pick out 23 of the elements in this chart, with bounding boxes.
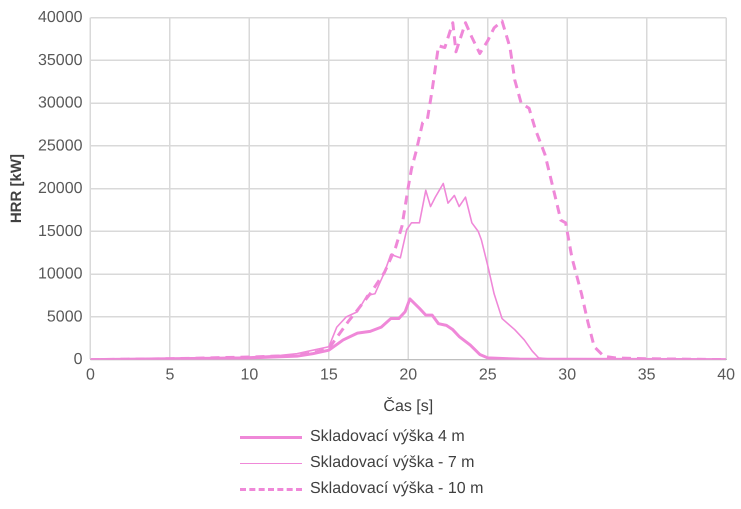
x-axis-title: Čas [s] xyxy=(383,396,434,415)
legend-label: Skladovací výška - 7 m xyxy=(310,454,474,472)
x-tick-label: 35 xyxy=(638,366,656,384)
y-tick-label: 10000 xyxy=(38,266,83,283)
y-tick-label: 5000 xyxy=(46,308,83,326)
x-tick-label: 0 xyxy=(86,366,96,384)
y-axis-title: HRR [kW] xyxy=(8,154,26,224)
x-tick-label: 20 xyxy=(399,366,418,384)
x-tick-label: 30 xyxy=(558,366,576,384)
x-tick-label: 25 xyxy=(478,366,497,384)
y-tick-label: 15000 xyxy=(38,222,83,240)
x-tick-label: 40 xyxy=(717,366,736,384)
y-tick-label: 25000 xyxy=(38,137,83,154)
y-tick-label: 0 xyxy=(74,351,83,368)
y-tick-label: 40000 xyxy=(38,9,83,26)
x-tick-label: 10 xyxy=(240,366,258,384)
y-tick-label: 30000 xyxy=(38,94,83,112)
y-tick-label: 20000 xyxy=(38,180,83,198)
x-tick-label: 5 xyxy=(165,366,174,384)
legend-label: Skladovací výška - 10 m xyxy=(310,480,484,498)
legend-label: Skladovací výška 4 m xyxy=(310,428,465,446)
y-tick-label: 35000 xyxy=(38,52,83,69)
x-tick-label: 15 xyxy=(320,366,338,384)
